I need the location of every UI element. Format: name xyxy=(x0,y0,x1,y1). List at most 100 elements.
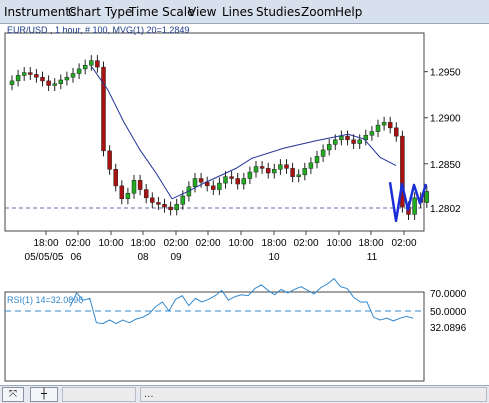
zoom-tool-icon[interactable]: ⤧ xyxy=(2,387,24,402)
candle-body xyxy=(113,169,118,187)
candle-body xyxy=(70,73,76,78)
candle-body xyxy=(52,83,57,86)
candle-body xyxy=(40,76,45,82)
y-tick-label: 1.2850 xyxy=(430,160,461,171)
candle-body xyxy=(34,74,39,78)
candle-body xyxy=(150,197,155,203)
candle-body xyxy=(137,180,143,190)
candle-body xyxy=(339,135,344,141)
price-panel-title: EUR/USD , 1 hour, # 100, MVG(1) 20=1.284… xyxy=(7,25,189,35)
rsi-level-50: 50.0000 xyxy=(430,307,467,318)
candle-body xyxy=(369,131,375,136)
candle-body xyxy=(211,185,216,190)
candle-body xyxy=(223,176,228,184)
x-tick-time: 18:00 xyxy=(130,238,155,249)
candle-body xyxy=(229,176,234,179)
candle-body xyxy=(290,168,295,177)
candle-body xyxy=(119,185,125,200)
candle-body xyxy=(21,72,27,76)
menu-studies[interactable]: Studies xyxy=(256,5,301,19)
x-tick-time: 02:00 xyxy=(293,238,318,249)
status-field-1 xyxy=(62,387,136,402)
candle-body xyxy=(345,135,350,141)
candle-body xyxy=(394,127,399,137)
x-tick-time: 10:00 xyxy=(228,238,253,249)
candle-body xyxy=(326,144,332,151)
candle-body xyxy=(363,134,369,141)
candle-body xyxy=(351,139,356,144)
candle-body xyxy=(284,164,289,169)
candle-body xyxy=(302,168,308,176)
candle-body xyxy=(46,80,51,86)
x-tick-date: 08 xyxy=(137,252,149,263)
candle-body xyxy=(168,206,173,211)
candle-body xyxy=(308,162,314,169)
menu-chart-type[interactable]: Chart Type xyxy=(68,5,133,19)
overlay-line xyxy=(388,181,428,223)
rsi-level-70: 70.0000 xyxy=(430,289,467,300)
candle-body xyxy=(253,166,259,173)
candle-body xyxy=(278,164,283,170)
current-price-label: 1.2802 xyxy=(430,204,461,215)
candle-body xyxy=(265,168,271,174)
y-tick-label: 1.2950 xyxy=(430,68,461,79)
candle-body xyxy=(162,204,167,208)
rsi-current-label: 32.0896 xyxy=(430,323,467,334)
menu-zoom[interactable]: Zoom xyxy=(301,5,336,19)
price-panel-frame xyxy=(4,32,425,232)
candle-body xyxy=(387,122,393,129)
rsi-panel-title: RSI(1) 14=32.0896 xyxy=(7,295,83,305)
rsi-line xyxy=(69,277,414,325)
x-tick-date: 11 xyxy=(367,252,378,263)
x-tick-time: 18:00 xyxy=(33,238,58,249)
menu-instruments[interactable]: Instruments xyxy=(4,5,77,19)
candle-body xyxy=(76,68,82,74)
candle-body xyxy=(247,171,253,179)
mvg-line xyxy=(91,66,397,200)
candle-body xyxy=(357,139,362,144)
x-tick-time: 10:00 xyxy=(326,238,351,249)
candle-body xyxy=(89,60,94,66)
candle-body xyxy=(235,178,240,185)
candle-body xyxy=(82,64,88,70)
candle-body xyxy=(174,204,179,211)
candle-body xyxy=(28,72,33,75)
chart-area: EUR/USD , 1 hour, # 100, MVG(1) 20=1.284… xyxy=(0,24,489,385)
x-tick-time: 02:00 xyxy=(163,238,188,249)
candle-body xyxy=(400,135,405,208)
candle-body xyxy=(143,189,149,199)
status-bar: ⤧ ┼ ... xyxy=(0,385,489,403)
x-tick-date: 05/05/05 xyxy=(25,252,64,263)
candle-body xyxy=(272,169,277,174)
candle-body xyxy=(314,156,320,164)
candle-body xyxy=(198,178,204,183)
x-tick-time: 02:00 xyxy=(195,238,220,249)
candle-body xyxy=(241,178,247,185)
x-tick-time: 10:00 xyxy=(98,238,123,249)
candle-body xyxy=(107,150,112,170)
candle-body xyxy=(9,80,15,85)
x-tick-time: 18:00 xyxy=(358,238,383,249)
x-tick-date: 06 xyxy=(70,252,82,263)
menu-help[interactable]: Help xyxy=(335,5,363,19)
menu-time-scale[interactable]: Time Scale xyxy=(129,5,195,19)
candle-body xyxy=(58,79,64,84)
x-tick-time: 02:00 xyxy=(65,238,90,249)
x-tick-date: 09 xyxy=(170,252,182,263)
candle-body xyxy=(259,166,265,169)
candle-body xyxy=(375,124,381,132)
candle-body xyxy=(381,122,387,126)
status-field-2: ... xyxy=(140,387,487,402)
x-tick-date: 10 xyxy=(268,252,280,263)
menu-view[interactable]: View xyxy=(188,5,217,19)
candle-body xyxy=(192,178,198,188)
menu-bar: Instruments Chart Type Time Scale View Lines… xyxy=(0,0,489,24)
crosshair-tool-icon[interactable]: ┼ xyxy=(30,387,58,402)
y-tick-label: 1.2900 xyxy=(430,114,461,125)
candle-body xyxy=(180,195,186,205)
candle-body xyxy=(125,192,131,200)
menu-lines[interactable]: Lines xyxy=(222,5,254,19)
x-tick-time: 02:00 xyxy=(391,238,416,249)
candle-body xyxy=(296,174,301,177)
candle-body xyxy=(424,191,430,203)
